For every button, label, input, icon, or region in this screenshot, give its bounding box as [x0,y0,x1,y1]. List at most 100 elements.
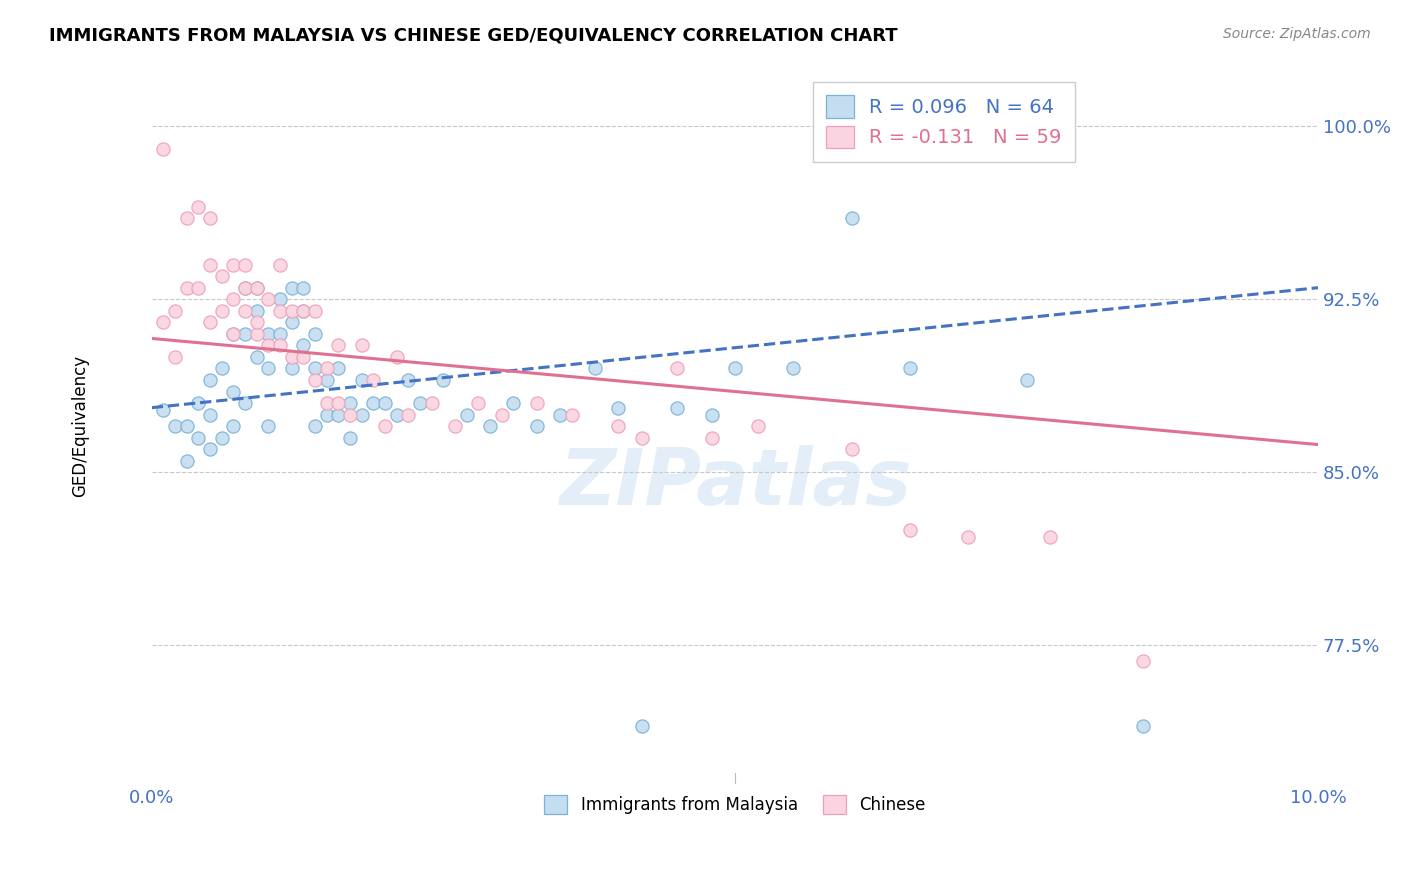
Point [222,384,245,399]
Point [526,419,548,434]
Point [1039,530,1062,544]
Point [280,350,302,364]
Point [211,361,233,376]
Point [304,303,326,318]
Point [280,303,302,318]
Y-axis label: GED/Equivalency: GED/Equivalency [72,355,89,497]
Point [165,303,187,318]
Point [269,292,291,306]
Point [257,326,280,341]
Point [456,408,478,422]
Point [198,211,221,226]
Point [328,396,350,410]
Point [1015,373,1038,387]
Point [233,326,256,341]
Point [198,315,221,329]
Point [233,281,256,295]
Point [432,373,454,387]
Point [222,258,245,272]
Point [257,292,280,306]
Point [328,338,350,352]
Point [292,303,315,318]
Point [700,431,723,445]
Point [280,361,302,376]
Point [630,431,652,445]
Point [583,361,606,376]
Point [491,408,513,422]
Point [315,361,337,376]
Point [304,373,326,387]
Point [782,361,804,376]
Point [315,396,337,410]
Point [374,419,396,434]
Point [561,408,583,422]
Point [374,396,396,410]
Point [385,350,408,364]
Point [479,419,502,434]
Point [211,269,233,284]
Point [269,258,291,272]
Point [176,211,198,226]
Point [898,361,921,376]
Point [700,408,723,422]
Point [280,315,302,329]
Point [898,523,921,537]
Point [152,403,174,417]
Point [233,303,256,318]
Point [198,258,221,272]
Point [292,303,315,318]
Point [747,419,769,434]
Point [350,373,373,387]
Text: Source: ZipAtlas.com: Source: ZipAtlas.com [1223,27,1371,41]
Point [957,530,980,544]
Point [304,326,326,341]
Point [165,350,187,364]
Text: ZIPatlas: ZIPatlas [558,445,911,521]
Point [607,401,630,415]
Point [257,338,280,352]
Point [409,396,432,410]
Point [315,408,337,422]
Point [211,303,233,318]
Point [246,281,269,295]
Point [211,431,233,445]
Point [467,396,489,410]
Point [187,200,209,214]
Point [222,326,245,341]
Point [292,338,315,352]
Point [152,315,174,329]
Point [630,719,652,733]
Point [187,281,209,295]
Point [363,373,385,387]
Point [304,419,326,434]
Point [665,361,688,376]
Point [198,373,221,387]
Point [257,361,280,376]
Point [420,396,443,410]
Point [339,396,361,410]
Point [187,431,209,445]
Point [269,338,291,352]
Point [350,338,373,352]
Point [841,211,863,226]
Point [280,281,302,295]
Point [176,281,198,295]
Point [233,281,256,295]
Point [222,326,245,341]
Point [315,373,337,387]
Point [187,396,209,410]
Point [350,408,373,422]
Point [269,326,291,341]
Point [246,303,269,318]
Point [246,350,269,364]
Text: IMMIGRANTS FROM MALAYSIA VS CHINESE GED/EQUIVALENCY CORRELATION CHART: IMMIGRANTS FROM MALAYSIA VS CHINESE GED/… [49,27,898,45]
Legend: Immigrants from Malaysia, Chinese: Immigrants from Malaysia, Chinese [533,783,938,825]
Point [222,292,245,306]
Point [724,361,747,376]
Point [233,396,256,410]
Point [328,408,350,422]
Point [257,419,280,434]
Point [152,142,174,156]
Point [233,258,256,272]
Point [176,454,198,468]
